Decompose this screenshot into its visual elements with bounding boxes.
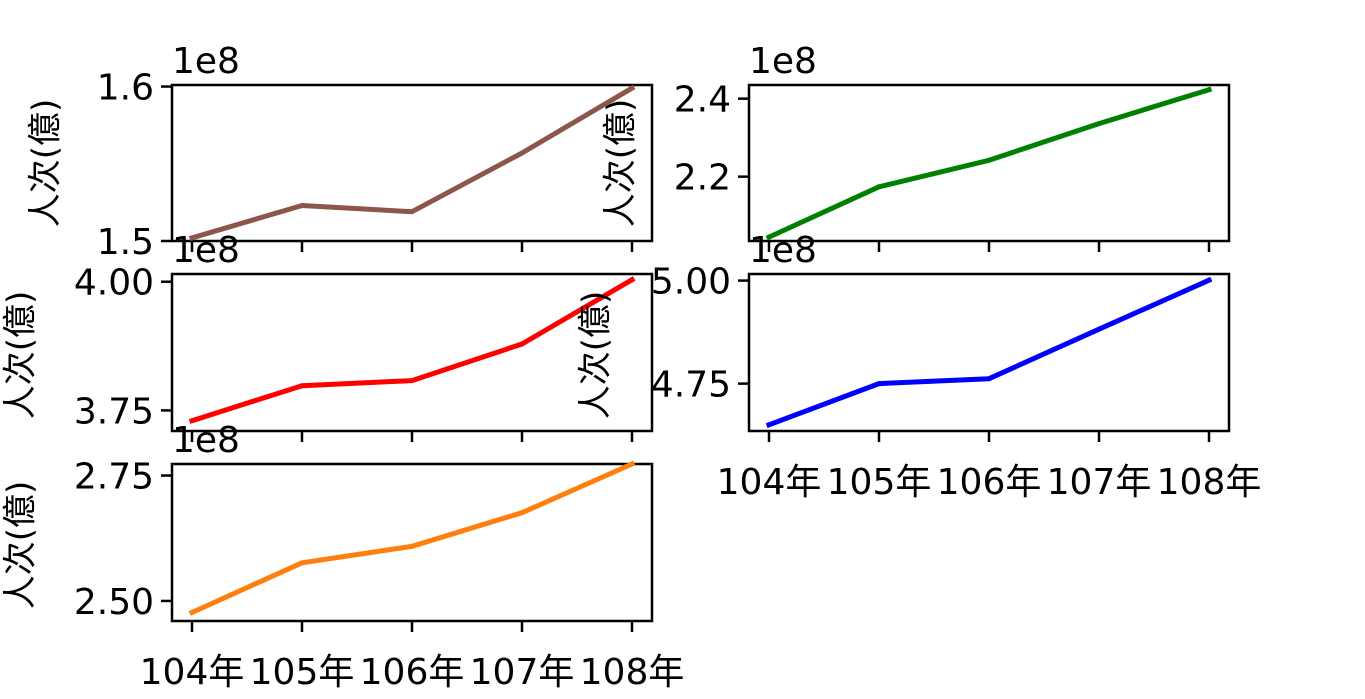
y-axis-label: 人次(億): [1, 291, 41, 420]
data-point: [876, 184, 882, 190]
plot-frame: [170, 83, 654, 243]
y-tick-label: 1.6: [97, 68, 154, 109]
chart-panel-5: 104年 105年 106年 107年 108年 2.50 2.75 1e8 人次(億): [1, 420, 685, 693]
chart-panel-4: 104年 105年 106年 107年 108年 4.75 5.00 1e8 人次(億): [576, 230, 1262, 503]
y-tick-label: 5.00: [651, 262, 731, 303]
x-tick-label: 105年: [827, 462, 932, 503]
data-point: [189, 418, 195, 424]
x-tick-label: 105年: [250, 652, 355, 693]
data-point: [629, 85, 635, 91]
x-tick-label: 107年: [470, 652, 575, 693]
y-axis-label: 人次(億): [601, 99, 641, 228]
data-point: [629, 277, 635, 283]
axis-offset-label: 1e8: [172, 41, 240, 82]
series-line: [765, 276, 1213, 429]
data-point: [189, 609, 195, 615]
data-point: [299, 560, 305, 566]
y-tick-label: 4.75: [651, 365, 731, 406]
chart-panel-3: 3.75 4.00 1e8 人次(億): [1, 230, 654, 442]
axis-offset-label: 1e8: [172, 420, 240, 461]
y-tick-label: 4.00: [74, 263, 154, 304]
y-tick-label: 3.75: [74, 391, 154, 432]
chart-panel-2: 2.2 2.4 1e8 人次(億): [601, 41, 1231, 252]
x-tick-label: 106年: [937, 462, 1042, 503]
y-tick-label: 2.2: [674, 158, 731, 199]
series-line: [188, 460, 636, 616]
data-point: [1096, 121, 1102, 127]
y-tick-label: 2.4: [674, 80, 731, 121]
data-point: [189, 235, 195, 241]
y-axis-label: 人次(億): [26, 99, 66, 228]
data-point: [986, 376, 992, 382]
y-axis-label: 人次(億): [576, 291, 616, 420]
x-tick-label: 108年: [1157, 462, 1262, 503]
x-tick-label: 107年: [1047, 462, 1152, 503]
plot-frame: [747, 83, 1231, 243]
series-line: [188, 84, 636, 242]
x-tick-label: 108年: [580, 652, 685, 693]
data-point: [766, 234, 772, 240]
y-tick-label: 1.5: [97, 222, 154, 263]
axis-offset-label: 1e8: [172, 230, 240, 271]
data-point: [299, 383, 305, 389]
data-point: [519, 510, 525, 516]
data-point: [1096, 326, 1102, 332]
series-line: [188, 276, 636, 424]
data-point: [629, 461, 635, 467]
y-axis-label: 人次(億): [1, 481, 41, 610]
x-tick-label: 104年: [140, 652, 245, 693]
axis-offset-label: 1e8: [749, 41, 817, 82]
data-point: [1206, 277, 1212, 283]
data-point: [519, 341, 525, 347]
axis-offset-label: 1e8: [749, 230, 817, 271]
data-point: [876, 381, 882, 387]
data-point: [1206, 87, 1212, 93]
x-tick-label: 104年: [717, 462, 822, 503]
data-point: [519, 150, 525, 156]
chart-panel-1: 1.5 1.6 1e8 人次(億): [26, 41, 654, 263]
data-point: [409, 543, 415, 549]
y-tick-label: 2.75: [74, 457, 154, 498]
series-line: [765, 86, 1213, 241]
data-point: [986, 157, 992, 163]
data-point: [299, 202, 305, 208]
data-point: [409, 209, 415, 215]
data-point: [409, 378, 415, 384]
x-tick-label: 106年: [360, 652, 465, 693]
y-tick-label: 2.50: [74, 582, 154, 623]
data-point: [766, 422, 772, 428]
